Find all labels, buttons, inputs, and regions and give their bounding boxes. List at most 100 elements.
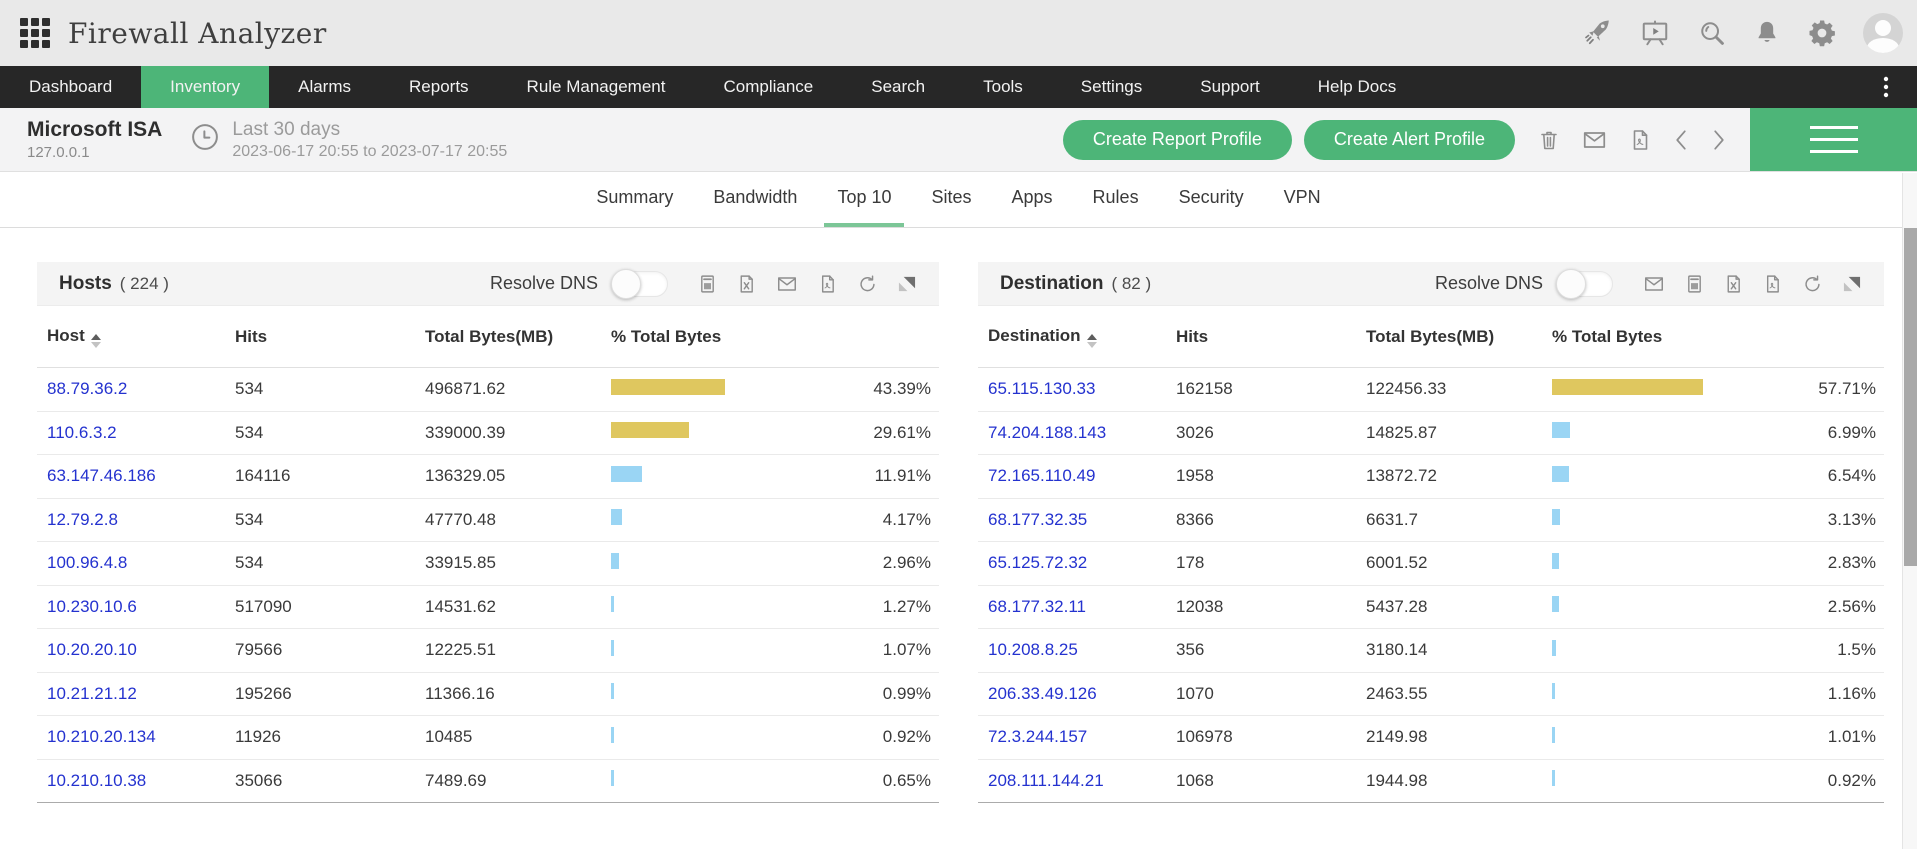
host-link[interactable]: 68.177.32.11 bbox=[988, 596, 1086, 616]
notifications-bell-icon[interactable] bbox=[1753, 18, 1781, 48]
refresh-icon[interactable] bbox=[1801, 273, 1824, 295]
tab-rules[interactable]: Rules bbox=[1092, 187, 1139, 207]
rocket-icon[interactable] bbox=[1583, 18, 1613, 48]
column-header-bytes[interactable]: Total Bytes(MB) bbox=[425, 326, 554, 346]
panel-count: ( 82 ) bbox=[1111, 273, 1152, 293]
create-alert-profile-button[interactable]: Create Alert Profile bbox=[1303, 119, 1515, 160]
excel-export-icon[interactable] bbox=[1723, 273, 1744, 295]
host-link[interactable]: 110.6.3.2 bbox=[47, 422, 117, 442]
host-link[interactable]: 206.33.49.126 bbox=[988, 683, 1097, 703]
tab-apps[interactable]: Apps bbox=[1011, 187, 1053, 207]
hits-cell: 1068 bbox=[1176, 770, 1214, 790]
host-link[interactable]: 63.147.46.186 bbox=[47, 466, 156, 486]
host-link[interactable]: 65.115.130.33 bbox=[988, 379, 1096, 399]
tab-vpn[interactable]: VPN bbox=[1283, 187, 1321, 207]
column-header-pct[interactable]: % Total Bytes bbox=[1552, 326, 1663, 346]
host-link[interactable]: 10.210.10.38 bbox=[47, 770, 147, 790]
host-link[interactable]: 208.111.144.21 bbox=[988, 770, 1104, 790]
host-link[interactable]: 72.165.110.49 bbox=[988, 466, 1096, 486]
email-icon[interactable] bbox=[1581, 127, 1608, 153]
app-grid-icon[interactable] bbox=[20, 18, 50, 48]
user-avatar[interactable] bbox=[1863, 13, 1903, 53]
host-link[interactable]: 72.3.244.157 bbox=[988, 727, 1088, 747]
pct-cell: 3.13% bbox=[1827, 509, 1876, 529]
column-header-bytes[interactable]: Total Bytes(MB) bbox=[1366, 326, 1495, 346]
tab-security[interactable]: Security bbox=[1178, 187, 1244, 207]
nav-item-compliance[interactable]: Compliance bbox=[723, 77, 814, 96]
pct-bar bbox=[1552, 465, 1570, 482]
resolve-dns-toggle[interactable] bbox=[1556, 268, 1613, 299]
settings-gear-icon[interactable] bbox=[1807, 18, 1837, 48]
csv-export-icon[interactable] bbox=[1684, 273, 1705, 295]
host-link[interactable]: 65.125.72.32 bbox=[988, 553, 1088, 573]
tab-summary[interactable]: Summary bbox=[596, 187, 674, 207]
delete-icon[interactable] bbox=[1537, 127, 1561, 153]
chevron-right-icon[interactable] bbox=[1710, 127, 1728, 153]
hits-cell: 35066 bbox=[235, 770, 283, 790]
hamburger-menu-icon[interactable] bbox=[1750, 108, 1917, 171]
host-link[interactable]: 10.21.21.12 bbox=[47, 683, 137, 703]
create-report-profile-button[interactable]: Create Report Profile bbox=[1062, 119, 1292, 160]
expand-icon[interactable] bbox=[1842, 274, 1861, 293]
refresh-icon[interactable] bbox=[856, 273, 879, 295]
vertical-scrollbar[interactable] bbox=[1902, 173, 1917, 849]
nav-item-help-docs[interactable]: Help Docs bbox=[1317, 77, 1397, 96]
chevron-left-icon[interactable] bbox=[1672, 127, 1690, 153]
nav-item-reports[interactable]: Reports bbox=[409, 77, 469, 96]
host-link[interactable]: 88.79.36.2 bbox=[47, 379, 128, 399]
column-header-hits[interactable]: Hits bbox=[235, 326, 268, 346]
pct-bar bbox=[1552, 596, 1559, 613]
pct-bar bbox=[1552, 726, 1555, 743]
kebab-menu-icon[interactable] bbox=[1877, 66, 1895, 108]
time-period[interactable]: Last 30 days 2023-06-17 20:55 to 2023-07… bbox=[232, 119, 507, 161]
nav-item-inventory[interactable]: Inventory bbox=[141, 66, 270, 108]
host-link[interactable]: 12.79.2.8 bbox=[47, 509, 118, 529]
expand-icon[interactable] bbox=[897, 274, 916, 293]
host-link[interactable]: 68.177.32.35 bbox=[988, 509, 1088, 529]
pct-bar bbox=[1552, 770, 1555, 787]
scrollbar-thumb[interactable] bbox=[1904, 228, 1917, 566]
email-icon[interactable] bbox=[775, 273, 799, 295]
host-link[interactable]: 10.20.20.10 bbox=[47, 640, 137, 660]
nav-item-search[interactable]: Search bbox=[871, 77, 926, 96]
nav-item-settings[interactable]: Settings bbox=[1080, 77, 1143, 96]
host-link[interactable]: 10.208.8.25 bbox=[988, 640, 1078, 660]
column-header-hits[interactable]: Hits bbox=[1176, 326, 1209, 346]
host-link[interactable]: 100.96.4.8 bbox=[47, 553, 128, 573]
bytes-cell: 33915.85 bbox=[425, 553, 496, 573]
column-header-host[interactable]: Host bbox=[47, 326, 235, 348]
table-row: 10.210.20.134 11926 10485 0.92% bbox=[37, 716, 939, 760]
hosts-table-body: 88.79.36.2 534 496871.62 43.39% 110.6.3.… bbox=[37, 368, 939, 803]
pdf-export-icon[interactable] bbox=[817, 273, 838, 295]
host-link[interactable]: 10.230.10.6 bbox=[47, 596, 137, 616]
pct-cell: 6.54% bbox=[1827, 466, 1876, 486]
host-link[interactable]: 10.210.20.134 bbox=[47, 727, 156, 747]
bytes-cell: 14531.62 bbox=[425, 596, 496, 616]
host-link[interactable]: 74.204.188.143 bbox=[988, 422, 1107, 442]
nav-item-support[interactable]: Support bbox=[1200, 77, 1260, 96]
tab-top-10[interactable]: Top 10 bbox=[824, 172, 905, 227]
nav-item-alarms[interactable]: Alarms bbox=[298, 77, 352, 96]
hits-cell: 517090 bbox=[235, 596, 292, 616]
nav-item-dashboard[interactable]: Dashboard bbox=[29, 77, 113, 96]
demo-video-icon[interactable] bbox=[1639, 18, 1671, 48]
search-icon[interactable] bbox=[1697, 18, 1727, 48]
pdf-export-icon[interactable] bbox=[1762, 273, 1783, 295]
nav-item-tools[interactable]: Tools bbox=[983, 77, 1023, 96]
resolve-dns-toggle[interactable] bbox=[611, 268, 668, 299]
pdf-export-icon[interactable] bbox=[1628, 127, 1652, 153]
column-header-destination[interactable]: Destination bbox=[988, 326, 1176, 348]
email-icon[interactable] bbox=[1642, 273, 1666, 295]
tab-bandwidth[interactable]: Bandwidth bbox=[713, 187, 798, 207]
period-range: 2023-06-17 20:55 to 2023-07-17 20:55 bbox=[232, 142, 508, 160]
tab-sites[interactable]: Sites bbox=[931, 187, 972, 207]
table-row: 68.177.32.35 8366 6631.7 3.13% bbox=[978, 499, 1884, 542]
excel-export-icon[interactable] bbox=[736, 273, 757, 295]
nav-item-rule-management[interactable]: Rule Management bbox=[526, 77, 666, 96]
table-row: 72.3.244.157 106978 2149.98 1.01% bbox=[978, 716, 1884, 760]
bytes-cell: 496871.62 bbox=[425, 379, 506, 399]
column-header-pct[interactable]: % Total Bytes bbox=[611, 326, 722, 346]
bytes-cell: 11366.16 bbox=[425, 683, 495, 703]
sort-icon bbox=[90, 333, 101, 348]
csv-export-icon[interactable] bbox=[697, 273, 718, 295]
